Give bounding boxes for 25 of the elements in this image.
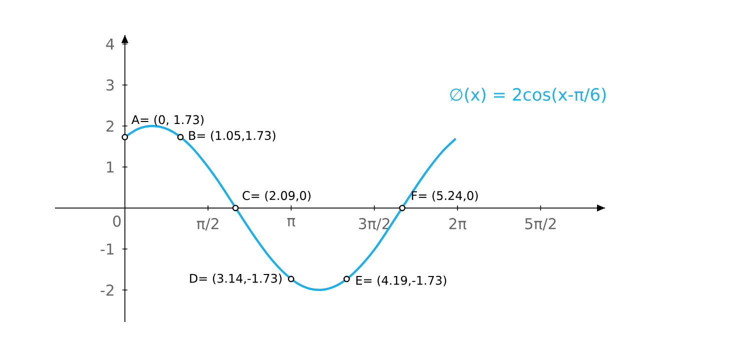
- y-tick-label: 1: [107, 162, 114, 172]
- x-tick-label: π: [287, 218, 296, 226]
- x-tick-label: 5π/2: [525, 218, 556, 230]
- y-tick-label: -1: [100, 244, 114, 254]
- y-tick-label: 2: [106, 120, 114, 132]
- point: [288, 276, 294, 282]
- annotation: ∅(x) = 2cos(x-π/6): [450, 88, 606, 103]
- y-tick-label: 3: [106, 79, 114, 91]
- y-tick-label: -2: [100, 284, 114, 296]
- point: [122, 134, 128, 140]
- point: [399, 204, 406, 212]
- annotation: A= (0, 1.73): [131, 114, 204, 126]
- x-tick-label: 2π: [449, 218, 466, 230]
- y-tick-label: 4: [106, 38, 114, 50]
- annotation: D= (3.14,-1.73): [190, 274, 282, 284]
- x-tick-label: π/2: [196, 218, 218, 230]
- annotation: C= (2.09,0): [242, 190, 310, 202]
- x-tick-label: 0: [113, 216, 121, 227]
- point: [232, 204, 239, 212]
- annotation: E= (4.19,-1.73): [356, 276, 446, 286]
- annotation: B= (1.05,1.73): [189, 130, 276, 142]
- point: [177, 134, 184, 140]
- x-tick-label: 3π/2: [358, 218, 390, 230]
- annotation: F= (5.24,0): [412, 190, 478, 202]
- point: [343, 276, 350, 282]
